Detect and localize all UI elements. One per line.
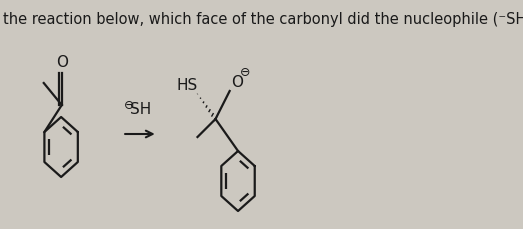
Text: O: O <box>56 55 68 70</box>
Text: the reaction below, which face of the carbonyl did the nucleophile (⁻SH) add to?: the reaction below, which face of the ca… <box>3 12 523 27</box>
Text: O: O <box>231 75 243 90</box>
Text: HS: HS <box>176 78 198 93</box>
Text: ⊖: ⊖ <box>240 66 251 79</box>
Text: SH: SH <box>130 101 151 117</box>
Text: ⊖: ⊖ <box>123 98 134 112</box>
